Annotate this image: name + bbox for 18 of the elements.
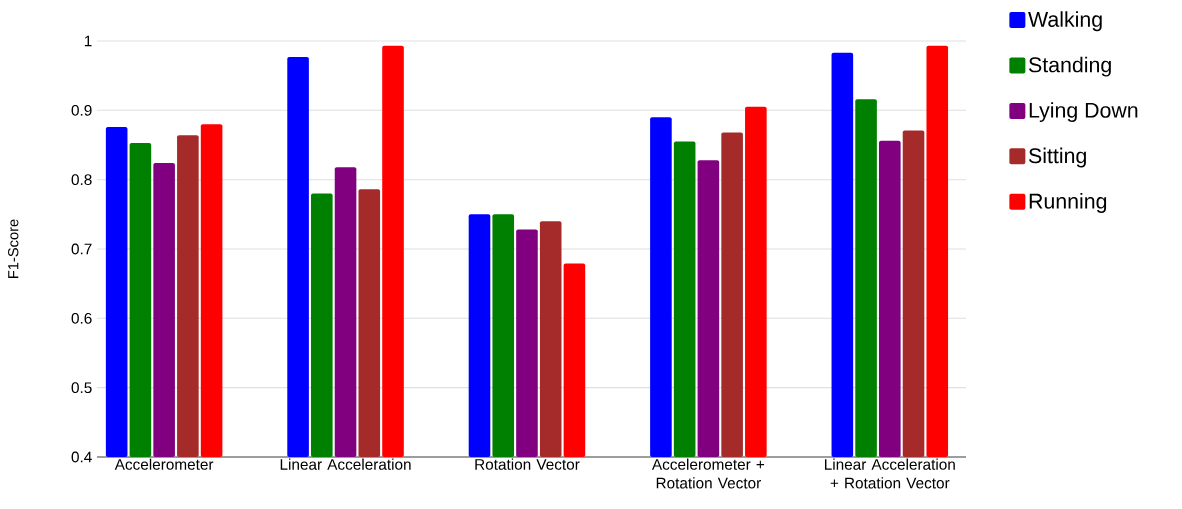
- legend-label: Lying Down: [1029, 102, 1138, 123]
- legend-label: Running: [1029, 193, 1107, 213]
- y-tick-label: 0.7: [71, 243, 92, 255]
- x-tick-label: Accelerometer: [114, 458, 214, 470]
- legend-label: Sitting: [1029, 147, 1086, 168]
- x-tick-label: Linear Acceleration: [280, 458, 411, 470]
- x-tick-label: Linear Acceleration + Rotation Vector: [825, 458, 955, 489]
- y-axis-title: F1-Score: [8, 219, 19, 278]
- y-tick-label: 0.8: [71, 174, 92, 186]
- legend-label: Standing: [1029, 56, 1111, 77]
- y-tick-label: 1: [84, 35, 92, 47]
- x-tick-label: Accelerometer + Rotation Vector: [651, 458, 765, 489]
- y-tick-label: 0.4: [71, 451, 92, 463]
- y-tick-label: 0.9: [71, 104, 92, 116]
- x-tick-label: Rotation Vector: [475, 458, 580, 470]
- y-tick-label: 0.6: [71, 312, 92, 324]
- legend-label: Walking: [1028, 11, 1102, 32]
- y-tick-label: 0.5: [71, 382, 92, 394]
